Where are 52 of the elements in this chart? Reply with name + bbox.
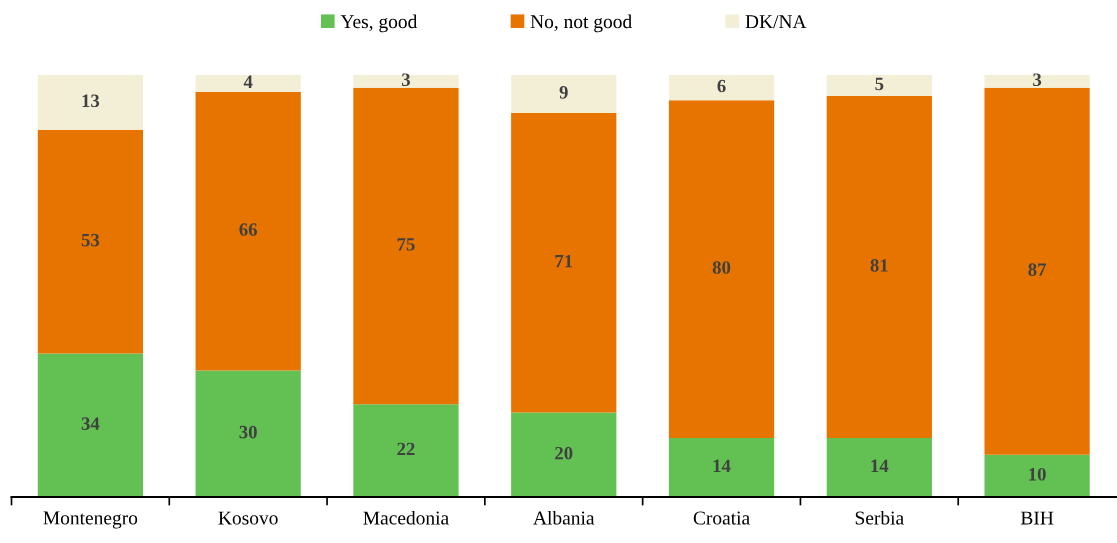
x-tick-label: Croatia xyxy=(693,511,750,525)
bar xyxy=(195,370,301,497)
bar xyxy=(826,75,932,97)
data-label: 14 xyxy=(713,459,731,472)
data-label: 71 xyxy=(555,254,573,268)
bar xyxy=(668,75,775,101)
data-label: 87 xyxy=(1028,263,1047,276)
data-label: 10 xyxy=(1029,467,1046,481)
legend-label: No, not good xyxy=(530,14,632,33)
data-label: 14 xyxy=(871,459,889,472)
bar xyxy=(511,75,617,113)
data-label: 9 xyxy=(559,86,568,99)
bar xyxy=(353,404,459,497)
data-label: 6 xyxy=(717,79,726,93)
data-label: 5 xyxy=(875,77,884,91)
bar xyxy=(668,437,775,497)
bar xyxy=(37,129,144,354)
bar xyxy=(195,75,301,92)
bar xyxy=(511,112,617,413)
bar xyxy=(37,75,144,130)
x-tick-label: Serbia xyxy=(855,510,904,525)
bar xyxy=(984,75,1090,88)
data-label: 3 xyxy=(401,73,411,87)
bar xyxy=(826,96,932,438)
x-tick-label: BIH xyxy=(1020,511,1054,525)
data-label: 53 xyxy=(81,233,100,247)
x-tick-label: Albania xyxy=(533,510,595,525)
x-tick-label: Kosovo xyxy=(218,511,278,525)
x-tick-label: Montenegro xyxy=(43,511,138,529)
bar xyxy=(984,87,1090,455)
bar xyxy=(826,437,932,497)
bar xyxy=(353,87,459,405)
data-label: 13 xyxy=(82,94,100,108)
data-label: 22 xyxy=(397,442,415,456)
x-tick-label: Macedonia xyxy=(363,510,449,525)
bar xyxy=(353,75,459,88)
data-label: 66 xyxy=(239,223,258,236)
data-label: 80 xyxy=(712,261,731,274)
legend-label: DK/NA xyxy=(745,15,807,29)
bar xyxy=(37,353,144,497)
data-label: 30 xyxy=(239,425,257,439)
data-label: 81 xyxy=(870,259,888,272)
data-label: 75 xyxy=(397,238,415,251)
data-label: 4 xyxy=(243,75,253,88)
bar xyxy=(984,454,1090,497)
data-label: 3 xyxy=(1033,73,1042,87)
data-label: 20 xyxy=(555,446,573,460)
legend-label: Yes, good xyxy=(340,14,418,33)
bar xyxy=(511,412,617,497)
bar xyxy=(668,100,775,438)
data-label: 34 xyxy=(81,417,100,430)
bar xyxy=(195,91,301,371)
